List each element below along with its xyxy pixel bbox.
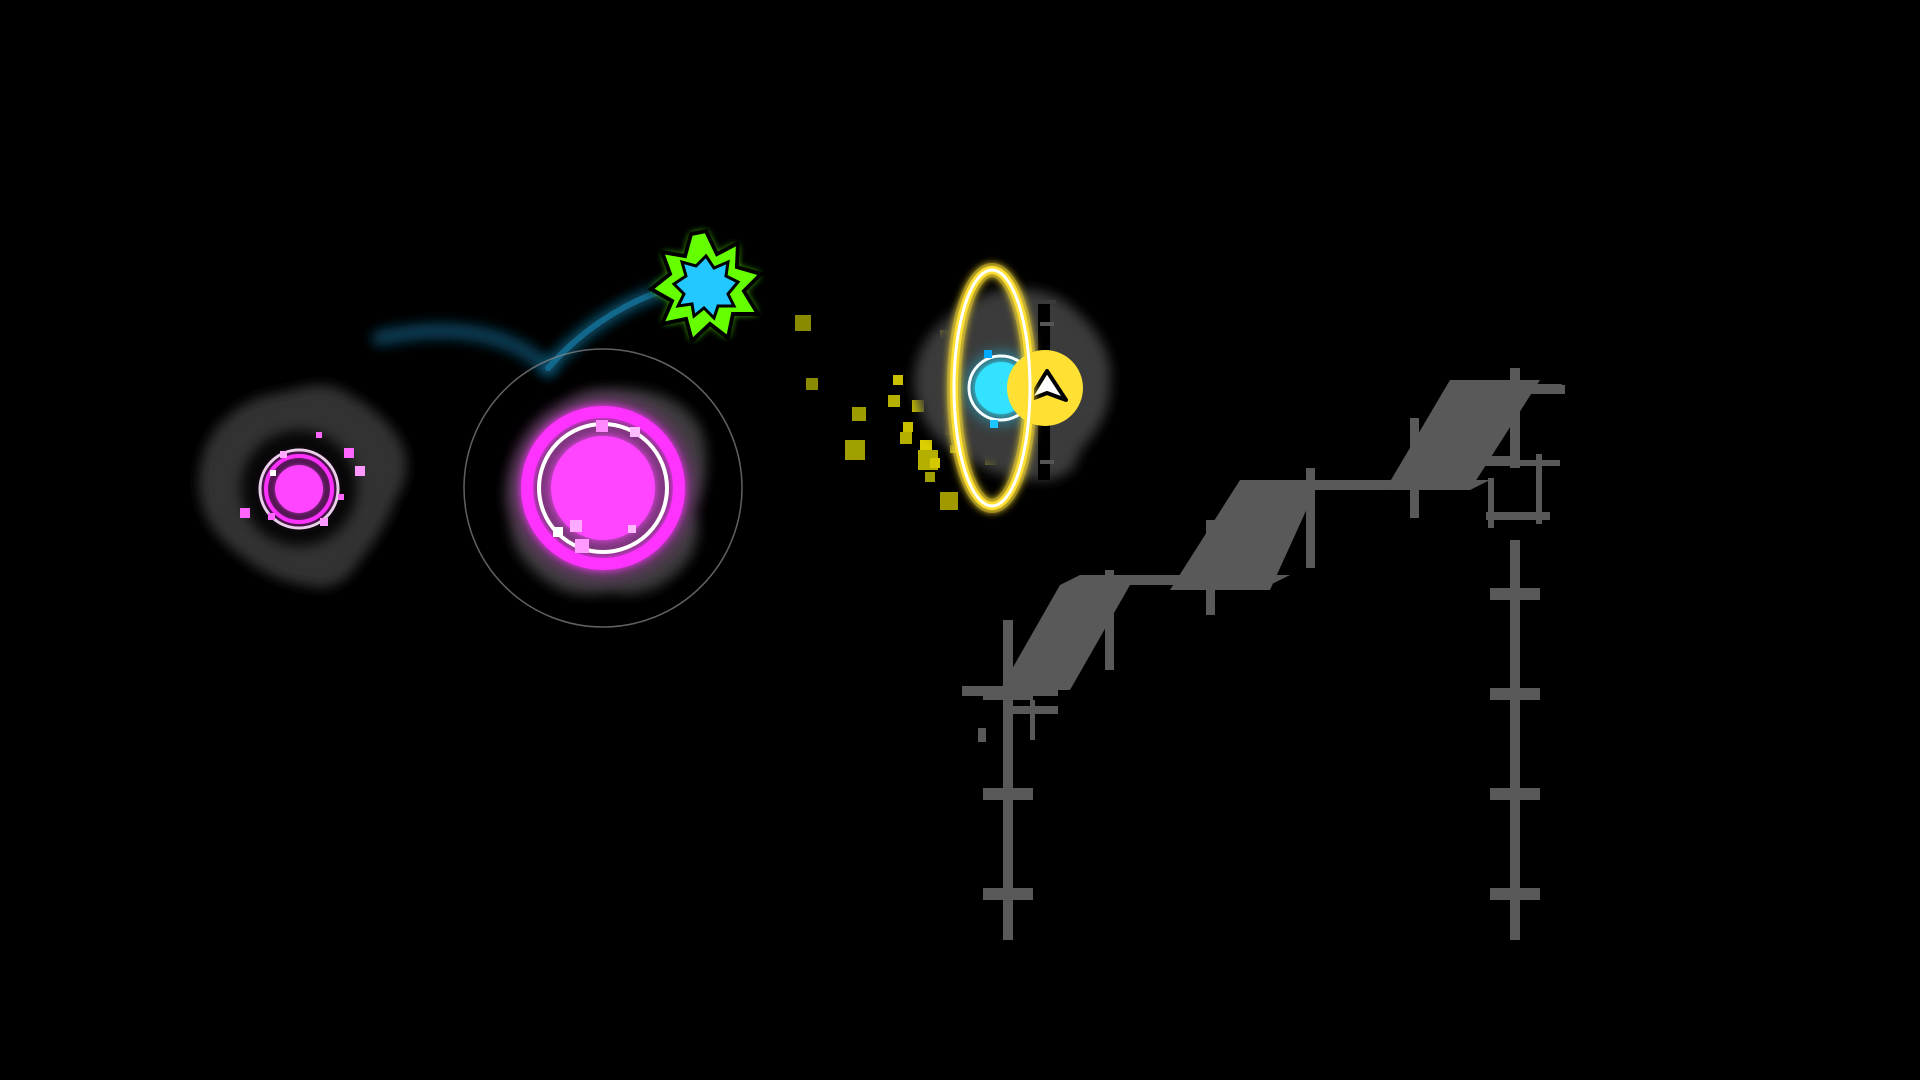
pink-orb-small — [199, 385, 407, 588]
track-structure — [962, 368, 1565, 940]
player-trail — [372, 281, 677, 376]
player-core — [671, 253, 741, 321]
player-ball — [647, 228, 765, 345]
pink-particles — [240, 432, 365, 526]
orb-range-ring — [463, 348, 743, 628]
gravity-portal — [914, 263, 1111, 513]
pink-particles — [553, 420, 640, 553]
pink-orb-large — [463, 348, 743, 628]
